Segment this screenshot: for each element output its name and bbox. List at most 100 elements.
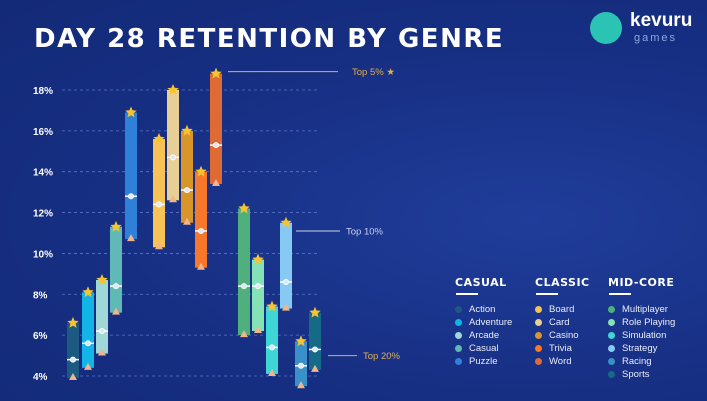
- median-marker: [283, 279, 289, 286]
- legend-group-mid-core: MID-CORE Multiplayer Role Playing Simulatio…: [608, 276, 675, 381]
- y-tick-label: 18%: [33, 86, 53, 97]
- triangle-icon: [183, 217, 191, 225]
- legend-dot-icon: [535, 345, 542, 352]
- bar-simulation: [266, 300, 278, 376]
- median-marker: [85, 340, 91, 347]
- triangle-icon: [84, 362, 92, 370]
- median-marker: [128, 193, 134, 200]
- legend-item: Multiplayer: [608, 303, 675, 316]
- legend-item: Trivia: [535, 342, 590, 355]
- star-icon: [96, 274, 108, 285]
- median-marker: [255, 283, 261, 290]
- legend-label: Multiplayer: [622, 304, 668, 315]
- legend-item: Card: [535, 316, 590, 329]
- legend-header: CASUAL: [455, 276, 507, 289]
- range-bar: [266, 306, 278, 374]
- y-tick-label: 16%: [33, 127, 53, 138]
- median-marker: [184, 187, 190, 194]
- legend-item: Word: [535, 355, 590, 368]
- legend-dot-icon: [455, 332, 462, 339]
- legend-label: Role Playing: [622, 317, 676, 328]
- median-marker: [269, 344, 275, 351]
- legend-dot-icon: [455, 319, 462, 326]
- triangle-icon: [254, 326, 262, 334]
- triangle-icon: [127, 234, 135, 242]
- star-icon: [280, 216, 292, 228]
- range-bar: [110, 226, 122, 313]
- star-icon: [125, 106, 137, 118]
- y-tick-label: 6%: [33, 331, 48, 342]
- bar-sports: [309, 306, 321, 372]
- y-tick-label: 10%: [33, 249, 53, 260]
- bar-adventure: [82, 286, 94, 370]
- range-bar: [167, 89, 179, 201]
- median-marker: [213, 142, 219, 149]
- header-underline: [609, 293, 631, 295]
- header-underline: [536, 293, 558, 295]
- legend-label: Simulation: [622, 330, 667, 341]
- range-bar: [195, 171, 207, 268]
- range-bar: [280, 222, 292, 309]
- star-icon: [309, 306, 321, 318]
- bar-trivia: [195, 165, 207, 270]
- legend-item: Casino: [535, 329, 590, 342]
- median-marker: [241, 283, 247, 290]
- star-icon: [82, 286, 94, 298]
- annotation-label: Top 5% ★: [352, 67, 395, 78]
- legend-header: CLASSIC: [535, 276, 590, 289]
- legend-dot-icon: [608, 358, 615, 365]
- triangle-icon: [212, 178, 220, 186]
- bar-card: [167, 84, 179, 203]
- range-bar: [252, 259, 264, 332]
- kevuru-logo: kevuru games: [590, 8, 700, 48]
- star-icon: [110, 220, 122, 232]
- legend-header: MID-CORE: [608, 276, 675, 289]
- range-bar: [309, 312, 321, 370]
- range-bar: [153, 139, 165, 248]
- star-icon: [181, 124, 193, 136]
- triangle-icon: [282, 303, 290, 311]
- legend-label: Racing: [622, 356, 652, 367]
- median-marker: [70, 356, 76, 363]
- median-marker: [113, 283, 119, 290]
- legend-label: Adventure: [469, 317, 513, 328]
- logo-sub: games: [634, 32, 678, 44]
- star-icon: [295, 335, 307, 347]
- triangle-icon: [169, 195, 177, 203]
- annotation-label: Top 20%: [363, 351, 401, 362]
- legend-dot-icon: [535, 319, 542, 326]
- bar-casual: [110, 220, 122, 315]
- legend-label: Card: [549, 317, 570, 328]
- legend-group-casual: CASUAL Action Adventure Arcade Casual Puzzle: [455, 276, 512, 368]
- legend-dot-icon: [455, 358, 462, 365]
- median-marker: [198, 227, 204, 234]
- star-icon: [67, 316, 79, 328]
- triangle-icon: [297, 381, 305, 389]
- triangle-icon: [155, 242, 163, 250]
- legend-dot-icon: [535, 306, 542, 313]
- star-icon: [195, 165, 207, 177]
- logo-brand: kevuru: [630, 10, 693, 31]
- legend-label: Strategy: [622, 343, 658, 354]
- bar-board: [153, 133, 165, 250]
- legend-dot-icon: [608, 332, 615, 339]
- legend-dot-icon: [455, 306, 462, 313]
- legend-group-classic: CLASSIC Board Card Casino Trivia Word: [535, 276, 590, 368]
- bar-arcade: [96, 274, 108, 356]
- triangle-icon: [240, 330, 248, 338]
- legend-label: Sports: [622, 369, 650, 380]
- legend-item: Sports: [608, 368, 675, 381]
- star-icon: [238, 202, 250, 214]
- legend-item: Role Playing: [608, 316, 675, 329]
- star-icon: [167, 84, 179, 95]
- star-icon: [266, 300, 278, 312]
- bar-casino: [181, 124, 193, 225]
- legend-label: Word: [549, 356, 572, 367]
- range-bar: [82, 292, 94, 368]
- legend-label: Arcade: [469, 330, 500, 341]
- legend-item: Action: [455, 303, 512, 316]
- median-marker: [312, 346, 318, 353]
- range-bar: [67, 322, 79, 379]
